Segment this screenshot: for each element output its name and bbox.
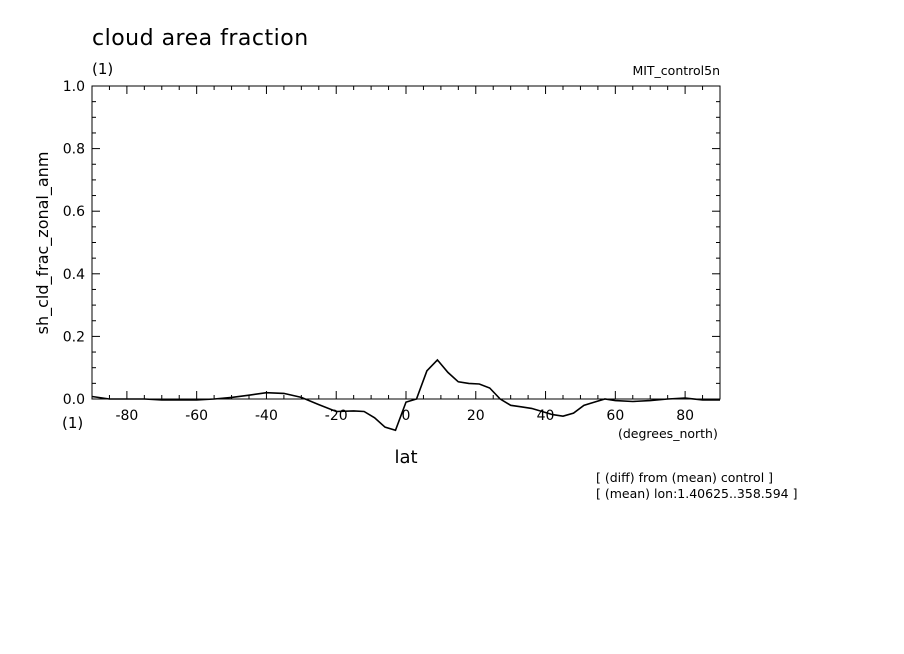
x-tick-label: -20 [325,408,348,424]
axis-ticks [91,85,721,400]
x-tick-label: 20 [467,408,485,424]
x-units-label: (1) [62,414,83,432]
note-diff: [ (diff) from (mean) control ] [596,470,773,485]
series-line [91,358,720,432]
y-tick-label: 0.6 [63,204,85,220]
y-tick-label: 0.8 [63,142,85,158]
x-axis-label: lat [394,447,417,468]
x-tick-labels: -80 -60 -40 -20 0 20 40 60 80 [115,408,694,424]
y-tick-label: 1.0 [63,79,85,95]
y-tick-labels: 0.0 0.2 0.4 0.6 0.8 1.0 [63,79,85,408]
y-units-label: (1) [92,60,113,78]
note-mean: [ (mean) lon:1.40625..358.594 ] [596,486,797,501]
y-axis-label: sh_cld_frac_zonal_anm [33,152,53,335]
y-tick-label: 0.4 [63,267,85,283]
x-axis-units: (degrees_north) [618,426,718,441]
plot-frame [91,85,721,400]
x-tick-label: 0 [402,408,411,424]
y-tick-label: 0.0 [63,392,85,408]
x-tick-label: 60 [606,408,624,424]
y-tick-label: 0.2 [63,329,85,345]
x-tick-label: 80 [676,408,694,424]
x-tick-label: -40 [255,408,278,424]
x-tick-label: -60 [185,408,208,424]
chart-title: cloud area fraction [92,26,309,51]
x-tick-label: -80 [115,408,138,424]
dataset-label: MIT_control5n [632,63,720,78]
